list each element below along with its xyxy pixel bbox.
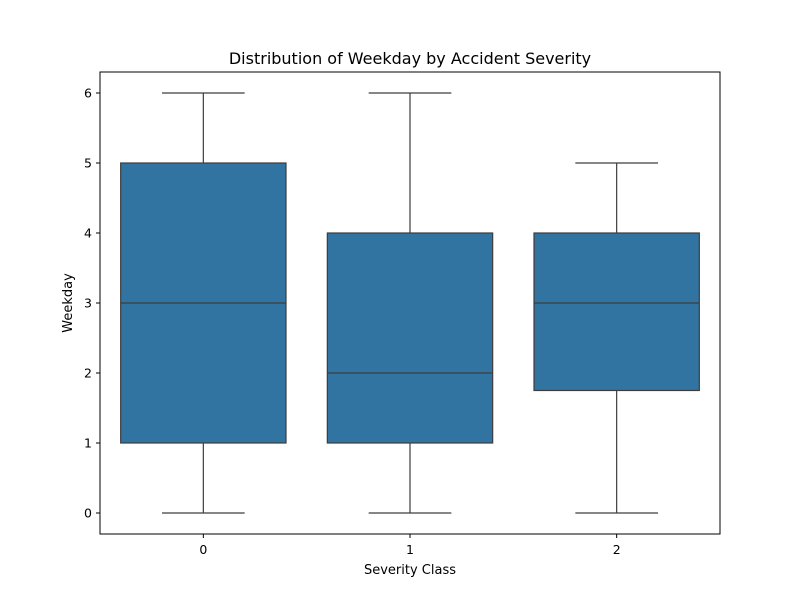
y-tick-label: 4 [84,226,92,241]
y-tick-label: 3 [84,296,92,311]
x-axis-label: Severity Class [364,563,456,578]
y-tick-label: 6 [84,86,92,101]
box-iqr-1 [326,232,494,444]
y-tick-label: 2 [84,366,92,381]
box-series-2 [533,162,700,514]
x-tick-label: 0 [199,542,207,557]
y-tick-label: 0 [84,506,92,521]
y-tick-label: 5 [84,156,92,171]
box-iqr-2 [533,232,700,392]
x-tick-label: 2 [613,542,621,557]
y-axis-label: Weekday [61,273,76,333]
y-axis: 0 1 2 3 4 5 6 [84,86,100,521]
chart-title: Distribution of Weekday by Accident Seve… [229,49,591,68]
y-tick-label: 1 [84,436,92,451]
x-tick-label: 1 [406,542,414,557]
box-series-1 [326,92,494,514]
box-series-0 [120,92,287,514]
x-axis: 0 1 2 [199,534,621,557]
plot-area [120,92,700,514]
